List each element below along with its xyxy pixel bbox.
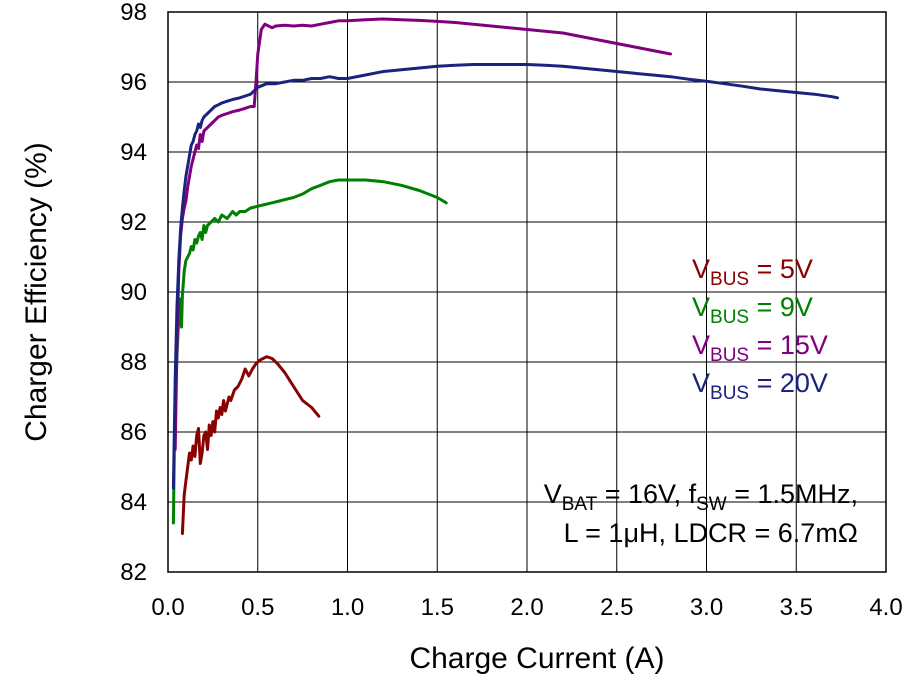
- series-layer: [171, 17, 839, 535]
- x-tick-label: 1.0: [331, 594, 364, 621]
- x-tick-label: 3.0: [690, 594, 723, 621]
- y-tick-label: 84: [120, 489, 147, 516]
- x-tick-label: 4.0: [869, 594, 902, 621]
- y-tick-label: 86: [120, 419, 147, 446]
- y-tick-label: 96: [120, 69, 147, 96]
- x-axis-title: Charge Current (A): [409, 642, 664, 675]
- x-tick-label: 2.5: [600, 594, 633, 621]
- y-tick-label: 82: [120, 559, 147, 586]
- x-tick-label: 3.5: [780, 594, 813, 621]
- series-line: [171, 63, 839, 490]
- y-tick-label: 88: [120, 349, 147, 376]
- y-axis-title: Charger Efficiency (%): [20, 142, 53, 442]
- legend-entry: VBUS = 15V: [692, 330, 828, 366]
- x-tick-label: 1.5: [421, 594, 454, 621]
- plot-frame: [167, 11, 887, 573]
- series-line: [173, 17, 673, 451]
- y-tick-label: 94: [120, 139, 147, 166]
- y-tick-label: 98: [120, 0, 147, 26]
- x-tick-label: 0.0: [151, 594, 184, 621]
- x-tick-labels: 0.0 0.5 1.0 1.5 2.0 2.5 3.0 3.5 4.0: [151, 594, 902, 621]
- y-tick-labels: 82 84 86 88 90 92 94 96 98: [120, 0, 147, 586]
- legend-entry: VBUS = 5V: [692, 254, 813, 290]
- series-line: [180, 355, 321, 535]
- y-tick-label: 92: [120, 209, 147, 236]
- x-tick-label: 0.5: [241, 594, 274, 621]
- legend-entry: VBUS = 20V: [692, 368, 828, 404]
- x-tick-label: 2.0: [510, 594, 543, 621]
- conditions-note: VBAT = 16V, fSW = 1.5MHz, L = 1μH, LDCR …: [544, 479, 858, 548]
- conditions-line-1: VBAT = 16V, fSW = 1.5MHz,: [544, 479, 858, 515]
- series-line: [171, 178, 448, 525]
- legend-entry: VBUS = 9V: [692, 292, 813, 328]
- conditions-line-2: L = 1μH, LDCR = 6.7mΩ: [564, 518, 858, 548]
- y-tick-label: 90: [120, 279, 147, 306]
